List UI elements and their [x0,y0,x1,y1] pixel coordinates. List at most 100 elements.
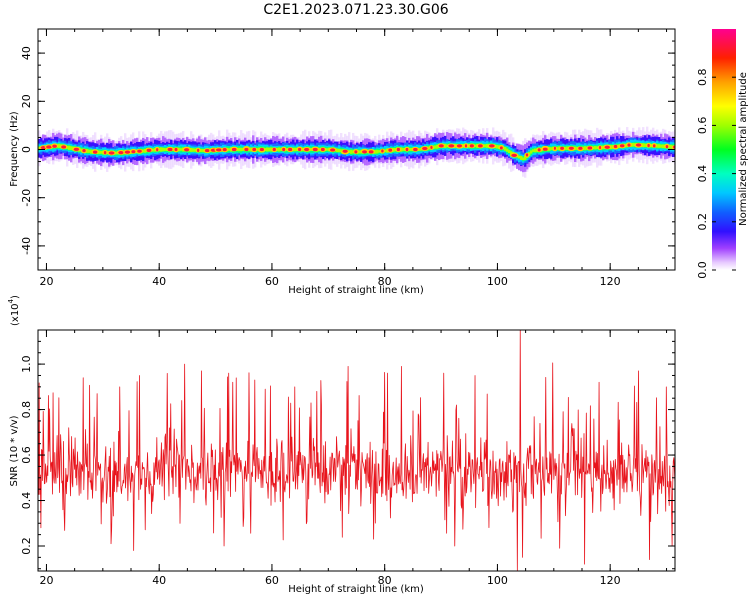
heatmap-peak-40 [388,148,393,152]
heatmap-cell-layer-6-21 [80,148,83,152]
heatmap-peak-44 [422,146,428,151]
snr-series-line [38,330,675,571]
heatmap-peak-50 [469,144,474,148]
heatmap-cell-layer-6-248 [534,148,537,153]
heatmap-cell-layer-6-78 [194,148,197,152]
colorbar-tick-label: 0.6 [696,117,709,134]
heatmap-cell-layer-6-15 [68,145,71,150]
heatmap-cell-layer-6-144 [326,148,329,151]
heatmap-peak-3 [61,145,67,149]
heatmap-cell-layer-6-311 [660,144,663,148]
heatmap-peak-23 [231,147,237,152]
heatmap-peak-10 [124,150,131,154]
heatmap-peak-66 [619,144,625,148]
svg-text:(x104): (x104) [7,295,21,326]
x-tick-label: 20 [39,275,53,288]
heatmap-peak-53 [499,146,503,150]
y-tick-label: 20 [20,94,33,108]
heatmap-cell-layer-6-224 [486,143,489,148]
heatmap-cell-layer-6-31 [100,150,103,154]
heatmap-peak-14 [156,148,159,152]
heatmap-peak-47 [448,144,455,148]
heatmap-peak-43 [413,147,418,152]
heatmap-cell-layer-6-190 [418,148,421,151]
y-tick-label: 0.8 [20,401,33,419]
heatmap-peak-12 [137,149,142,153]
heatmap-peak-65 [613,144,618,149]
heatmap-peak-71 [665,145,669,149]
y-tick-label: -40 [20,237,33,255]
heatmap-peak-32 [312,147,318,152]
snr-multiplier-base: (x10 [10,303,21,326]
heatmap-peak-60 [568,146,574,150]
y-tick-label: 1.0 [20,355,33,373]
heatmap-cell-layer-6-120 [278,147,281,152]
heatmap-cell-layer-6-101 [240,147,243,152]
heatmap-cell-layer-6-155 [348,150,351,153]
x-tick-label: 20 [39,574,53,587]
heatmap-peak-19 [204,148,210,153]
y-tick-label: 0.4 [20,492,33,510]
heatmap-cell-layer-6-310 [658,144,661,148]
heatmap-peak-34 [330,148,336,152]
heatmap-peak-24 [244,147,249,152]
x-tick-label: 80 [378,574,392,587]
heatmap-peak-36 [354,150,358,154]
heatmap-cell-layer-6-70 [178,147,181,152]
heatmap-cell-layer-6-178 [394,148,397,152]
colorbar-ticks: 0.0 0.2 0.4 0.6 0.8 [696,68,736,279]
spectrogram-x-ticks: 20 40 60 80 100 120 [39,29,668,288]
heatmap-cell-layer-6-169 [376,149,379,154]
heatmap-cell-layer-6-246 [530,150,533,154]
heatmap-peak-28 [282,147,286,152]
heatmap-peak-11 [131,150,136,154]
heatmap-peak-61 [578,146,583,150]
colorbar-tick-label: 0.4 [696,165,709,183]
heatmap-cell-layer-6-223 [484,144,487,148]
heatmap-cell-layer-6-247 [532,149,535,152]
x-tick-label: 40 [152,574,166,587]
chart-title: C2E1.2023.071.23.30.G06 [263,2,448,18]
heatmap-cell-layer-6-233 [504,147,507,151]
heatmap-cell-layer-6-95 [228,148,231,151]
heatmap-cell-layer-6-149 [336,148,339,153]
heatmap-peak-37 [362,150,368,154]
heatmap-cell-layer-6-198 [434,145,437,149]
heatmap-cell-layer-6-140 [318,147,321,152]
heatmap-peak-70 [652,144,656,148]
heatmap-cell-layer-6-24 [86,149,89,153]
spectrogram-heatmap [38,126,675,178]
heatmap-cell-layer-6-61 [160,147,163,152]
heatmap-cell-layer-6-76 [190,147,193,152]
heatmap-peak-5 [82,149,86,153]
snr-y-multiplier: (x104) [7,295,21,326]
spectrogram-x-axis-label: Height of straight line (km) [288,285,424,296]
y-tick-label: -20 [20,189,33,207]
heatmap-peak-15 [167,147,173,152]
heatmap-peak-59 [560,146,564,150]
heatmap-cell-layer-6-128 [294,147,297,152]
colorbar-tick-label: 0.8 [696,68,709,86]
heatmap-cell-layer-6-236 [510,151,513,155]
spectrogram-y-axis-label: Frequency (Hz) [9,111,20,187]
heatmap-cell-layer-6-279 [596,146,599,150]
heatmap-peak-69 [647,143,650,148]
heatmap-peak-54 [511,153,518,158]
heatmap-cell-layer-6-264 [566,146,569,151]
heatmap-peak-6 [92,150,98,154]
heatmap-cell-layer-6-309 [656,144,659,148]
heatmap-cell-layer-6-243 [524,155,527,160]
heatmap-peak-25 [252,147,257,152]
snr-x-ticks: 20 40 60 80 100 120 [39,330,668,587]
snr-multiplier-close: ) [10,295,21,299]
heatmap-cell-layer-6-182 [402,148,405,151]
heatmap-cell-layer-6-62 [162,147,165,152]
heatmap-cell-layer-6-26 [90,149,93,154]
heatmap-cell-layer-6-63 [164,148,167,151]
heatmap-peak-7 [103,151,107,155]
y-tick-label: 0 [20,146,33,153]
heatmap-cell-layer-6-173 [384,149,387,153]
x-tick-label: 40 [152,275,166,288]
heatmap-peak-68 [635,143,642,147]
